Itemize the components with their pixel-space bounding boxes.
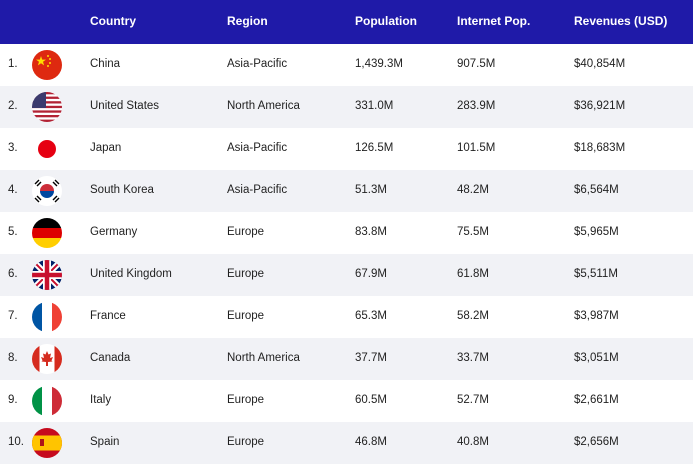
country-name: Canada [90,352,131,364]
internet-pop: 33.7M [457,352,489,364]
table-row: 1. China Asia-Pacific 1,439.3M 907.5M $4… [0,44,693,86]
revenue: $5,511M [574,268,618,280]
rank: 6. [8,268,18,280]
revenue: $2,661M [574,394,619,406]
rank: 3. [8,142,18,154]
country-name: Germany [90,226,138,238]
table-row: 3. Japan Asia-Pacific 126.5M 101.5M $18,… [0,128,693,170]
country-name: Spain [90,436,120,448]
internet-pop: 40.8M [457,436,489,448]
uk-flag-icon [32,260,62,290]
rank: 2. [8,100,18,112]
south-korea-flag-icon [32,176,62,206]
internet-pop: 101.5M [457,142,496,154]
region: Europe [227,226,265,238]
region: Asia-Pacific [227,142,288,154]
country-name: Japan [90,142,122,154]
table-row: 5. Germany Europe 83.8M 75.5M $5,965M [0,212,693,254]
germany-flag-icon [32,218,62,248]
rank: 10. [8,436,24,448]
table-row: 7. France Europe 65.3M 58.2M $3,987M [0,296,693,338]
population: 83.8M [355,226,387,238]
region: Europe [227,268,265,280]
revenue: $2,656M [574,436,619,448]
population: 67.9M [355,268,387,280]
table-header: Country Region Population Internet Pop. … [0,0,693,44]
rank: 9. [8,394,18,406]
country-name: South Korea [90,184,154,196]
internet-pop: 58.2M [457,310,489,322]
table-row: 4. South Korea Asia-Pacific 51.3M 48.2M … [0,170,693,212]
table-row: 10. Spain Europe 46.8M 40.8M $2,656M [0,422,693,464]
rank: 4. [8,184,18,196]
region: North America [227,352,300,364]
header-internet-pop[interactable]: Internet Pop. [457,14,531,28]
country-name: United Kingdom [90,268,172,280]
internet-pop: 61.8M [457,268,489,280]
revenue: $18,683M [574,142,626,154]
internet-pop: 75.5M [457,226,489,238]
internet-pop: 52.7M [457,394,489,406]
population: 65.3M [355,310,387,322]
table-row: 6. United Kingdom Europe 67.9M 61.8M $5,… [0,254,693,296]
canada-flag-icon [32,344,62,374]
header-revenues[interactable]: Revenues (USD) [574,14,668,28]
table-row: 8. Canada North America 37.7M 33.7M $3,0… [0,338,693,380]
revenue: $3,051M [574,352,619,364]
region: Asia-Pacific [227,58,288,70]
region: North America [227,100,300,112]
revenue: $5,965M [574,226,619,238]
internet-pop: 48.2M [457,184,489,196]
china-flag-icon [32,50,62,80]
revenue: $40,854M [574,58,626,70]
france-flag-icon [32,302,62,332]
usa-flag-icon [32,92,62,122]
population: 51.3M [355,184,387,196]
population: 331.0M [355,100,394,112]
population: 46.8M [355,436,387,448]
population: 126.5M [355,142,394,154]
rank: 7. [8,310,18,322]
region: Europe [227,310,265,322]
header-population[interactable]: Population [355,14,417,28]
region: Asia-Pacific [227,184,288,196]
region: Europe [227,436,265,448]
country-name: China [90,58,121,70]
revenue: $6,564M [574,184,619,196]
rank: 1. [8,58,18,70]
population: 37.7M [355,352,387,364]
population: 1,439.3M [355,58,403,70]
rank: 8. [8,352,18,364]
population: 60.5M [355,394,387,406]
country-name: United States [90,100,160,112]
country-name: France [90,310,126,322]
header-country[interactable]: Country [90,14,136,28]
region: Europe [227,394,265,406]
japan-flag-icon [32,134,62,164]
internet-pop: 283.9M [457,100,496,112]
table-row: 9. Italy Europe 60.5M 52.7M $2,661M [0,380,693,422]
table-row: 2. United States North America 331.0M 28… [0,86,693,128]
header-region[interactable]: Region [227,14,268,28]
internet-pop: 907.5M [457,58,496,70]
rank: 5. [8,226,18,238]
italy-flag-icon [32,386,62,416]
revenue: $36,921M [574,100,626,112]
country-name: Italy [90,394,112,406]
spain-flag-icon [32,428,62,458]
revenue: $3,987M [574,310,619,322]
